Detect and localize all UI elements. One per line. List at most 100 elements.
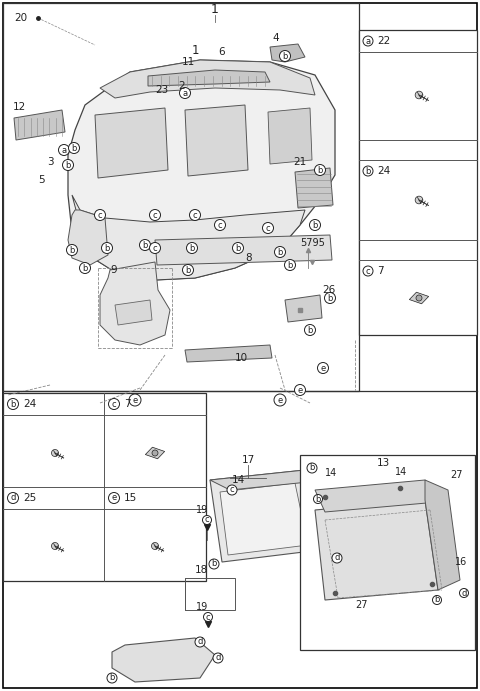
Circle shape — [232, 243, 243, 254]
Polygon shape — [115, 300, 152, 325]
Text: b: b — [69, 245, 75, 254]
Text: e: e — [320, 363, 325, 372]
Circle shape — [310, 220, 321, 231]
Polygon shape — [305, 470, 342, 555]
Text: d: d — [334, 553, 340, 562]
Text: 24: 24 — [23, 399, 36, 409]
Circle shape — [149, 209, 160, 220]
Text: 7: 7 — [124, 399, 131, 409]
Polygon shape — [155, 235, 332, 265]
Circle shape — [80, 263, 91, 274]
Circle shape — [295, 384, 305, 395]
Text: b: b — [282, 52, 288, 61]
Circle shape — [152, 542, 158, 549]
Circle shape — [285, 260, 296, 270]
Circle shape — [195, 637, 205, 647]
Text: d: d — [10, 493, 16, 502]
Circle shape — [432, 596, 442, 605]
Text: c: c — [366, 267, 370, 276]
Text: c: c — [206, 612, 210, 621]
Polygon shape — [268, 108, 312, 164]
Text: c: c — [204, 515, 209, 524]
Circle shape — [415, 91, 423, 99]
Polygon shape — [315, 480, 438, 512]
Circle shape — [324, 292, 336, 303]
Text: 21: 21 — [293, 157, 306, 167]
Text: e: e — [298, 386, 302, 395]
Circle shape — [263, 223, 274, 234]
Circle shape — [459, 589, 468, 598]
Circle shape — [8, 399, 19, 410]
Text: 1: 1 — [191, 44, 199, 57]
Text: c: c — [266, 223, 270, 232]
Text: b: b — [82, 263, 88, 272]
Circle shape — [215, 220, 226, 231]
Circle shape — [314, 164, 325, 176]
Text: 23: 23 — [155, 85, 168, 95]
Circle shape — [274, 394, 286, 406]
Text: 15: 15 — [124, 493, 137, 503]
Circle shape — [59, 144, 70, 155]
Text: 10: 10 — [235, 353, 248, 363]
Text: b: b — [235, 243, 240, 252]
Polygon shape — [95, 108, 168, 178]
Text: d: d — [216, 654, 221, 663]
Text: 17: 17 — [241, 455, 254, 465]
Polygon shape — [210, 470, 320, 562]
Text: 18: 18 — [195, 565, 208, 575]
Text: 3: 3 — [47, 157, 54, 167]
Text: a: a — [61, 146, 67, 155]
Polygon shape — [185, 345, 272, 362]
Bar — [300, 455, 475, 650]
Text: b: b — [189, 243, 195, 252]
Polygon shape — [315, 500, 438, 600]
Polygon shape — [112, 638, 215, 682]
Text: 12: 12 — [13, 102, 26, 112]
Text: 7: 7 — [377, 266, 384, 276]
Text: b: b — [10, 399, 16, 408]
Circle shape — [140, 240, 151, 251]
Polygon shape — [68, 210, 108, 265]
Text: a: a — [182, 88, 188, 97]
Circle shape — [187, 243, 197, 254]
Text: b: b — [434, 596, 440, 605]
Circle shape — [108, 493, 120, 504]
Text: b: b — [317, 166, 323, 175]
Text: c: c — [230, 486, 234, 495]
Circle shape — [62, 160, 73, 171]
Text: b: b — [72, 144, 77, 153]
Text: 2: 2 — [178, 81, 185, 91]
Text: b: b — [142, 240, 148, 249]
Text: 19: 19 — [196, 602, 208, 612]
Text: 4: 4 — [272, 33, 278, 43]
Polygon shape — [270, 44, 305, 62]
Text: c: c — [112, 399, 116, 408]
Text: b: b — [365, 167, 371, 176]
Text: b: b — [185, 265, 191, 274]
Text: b: b — [109, 674, 115, 683]
Circle shape — [227, 485, 237, 495]
Text: b: b — [315, 495, 321, 504]
Text: c: c — [218, 220, 222, 229]
Bar — [359, 30, 477, 335]
Polygon shape — [210, 470, 328, 490]
Circle shape — [149, 243, 160, 254]
Circle shape — [204, 612, 213, 621]
Text: b: b — [288, 261, 293, 269]
Circle shape — [182, 265, 193, 276]
Text: 6: 6 — [218, 47, 225, 57]
Circle shape — [213, 653, 223, 663]
Bar — [3, 3, 359, 391]
Text: b: b — [211, 560, 216, 569]
Polygon shape — [14, 110, 65, 140]
Text: 11: 11 — [182, 57, 195, 67]
Text: 13: 13 — [376, 458, 390, 468]
Circle shape — [180, 88, 191, 99]
Polygon shape — [220, 483, 308, 555]
Text: d: d — [197, 638, 203, 647]
Text: 14: 14 — [395, 467, 407, 477]
Text: b: b — [312, 220, 318, 229]
Circle shape — [67, 245, 77, 256]
Polygon shape — [285, 295, 322, 322]
Circle shape — [209, 559, 219, 569]
